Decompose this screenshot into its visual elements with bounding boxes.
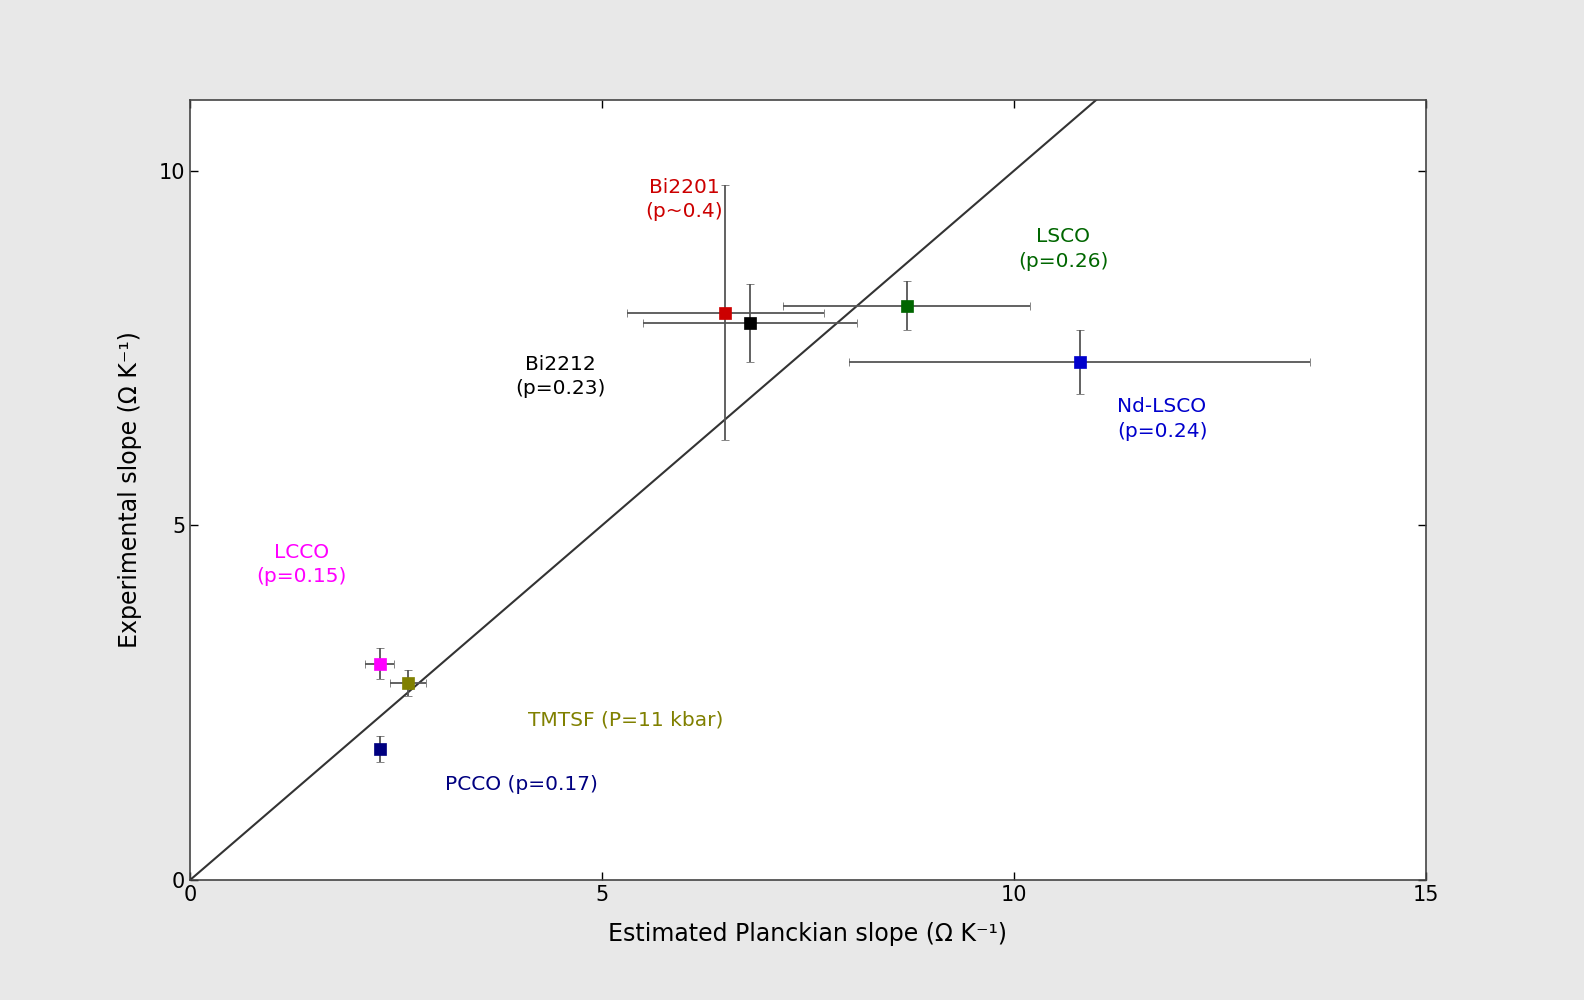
- X-axis label: Estimated Planckian slope (Ω K⁻¹): Estimated Planckian slope (Ω K⁻¹): [608, 922, 1007, 946]
- Text: Bi2201
(p~0.4): Bi2201 (p~0.4): [645, 178, 724, 221]
- Text: TMTSF (P=11 kbar): TMTSF (P=11 kbar): [527, 711, 724, 730]
- Text: Bi2212
(p=0.23): Bi2212 (p=0.23): [515, 355, 607, 398]
- Y-axis label: Experimental slope (Ω K⁻¹): Experimental slope (Ω K⁻¹): [119, 332, 143, 648]
- Text: Nd-LSCO
(p=0.24): Nd-LSCO (p=0.24): [1117, 397, 1207, 441]
- Text: LSCO
(p=0.26): LSCO (p=0.26): [1019, 227, 1109, 271]
- Text: LCCO
(p=0.15): LCCO (p=0.15): [257, 543, 347, 586]
- Text: PCCO (p=0.17): PCCO (p=0.17): [445, 775, 599, 794]
